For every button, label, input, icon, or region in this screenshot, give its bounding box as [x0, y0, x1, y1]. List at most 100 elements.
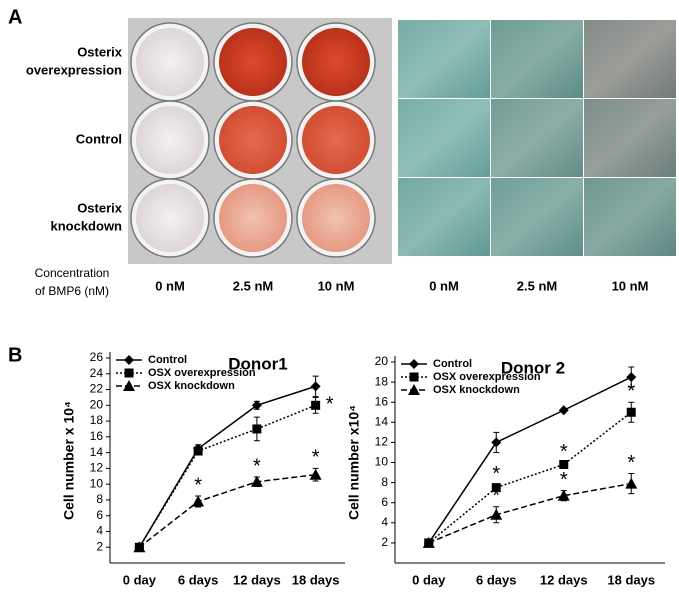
y-tick-label: 2: [381, 535, 388, 549]
micrograph-texture: [398, 20, 490, 98]
y-tick-label: 18: [375, 374, 389, 388]
line: [428, 411, 632, 544]
micrograph-texture: [491, 20, 583, 98]
y-tick-label: 20: [375, 354, 389, 368]
x-tick-label: 18 days: [607, 572, 655, 587]
y-tick-label: 22: [90, 382, 104, 396]
legend-marker: [124, 368, 134, 378]
legend-label: OSX knockdown: [148, 380, 235, 392]
micrograph-texture: [584, 20, 676, 98]
column-label: 0 nM: [429, 278, 459, 293]
y-tick-label: 24: [90, 366, 104, 380]
column-label: 10 nM: [318, 278, 355, 293]
well-stain: [136, 184, 204, 252]
row-label: Osterix: [77, 44, 123, 59]
y-tick-label: 16: [375, 394, 389, 408]
y-axis-label: Cell number x 10⁴: [61, 401, 77, 520]
significance: *: [312, 447, 320, 469]
significance: *: [560, 469, 568, 491]
panel-label: B: [8, 344, 22, 366]
significance: *: [326, 394, 334, 416]
chart-title: Donor1: [228, 354, 288, 373]
marker: [625, 477, 638, 489]
marker: [491, 437, 502, 448]
marker: [559, 460, 569, 470]
marker: [422, 536, 435, 548]
concentration-label: Concentration: [35, 266, 110, 280]
y-tick-label: 8: [381, 475, 388, 489]
y-tick-label: 12: [375, 435, 389, 449]
well-stain: [219, 184, 287, 252]
series: ***: [424, 380, 636, 548]
series: [134, 375, 321, 553]
y-tick-label: 10: [90, 476, 104, 490]
marker: [310, 381, 321, 392]
marker: [193, 446, 203, 456]
y-tick-label: 10: [375, 455, 389, 469]
y-tick-label: 6: [381, 495, 388, 509]
micrograph-texture: [491, 178, 583, 256]
marker: [626, 372, 637, 383]
marker: [557, 489, 570, 501]
y-tick-label: 14: [90, 445, 104, 459]
line: [138, 473, 316, 548]
row-label: overexpression: [26, 62, 122, 77]
x-tick-label: 12 days: [233, 572, 281, 587]
panel-label: A: [8, 6, 22, 28]
marker: [251, 400, 262, 411]
series: ***: [133, 447, 322, 553]
y-tick-label: 2: [96, 539, 103, 553]
legend-label: OSX overexpression: [148, 367, 256, 379]
significance: *: [492, 463, 500, 485]
legend-label: OSX overexpression: [433, 371, 541, 383]
significance: *: [627, 380, 635, 402]
marker: [192, 495, 205, 507]
marker: [626, 407, 636, 417]
x-tick-label: 18 days: [292, 572, 340, 587]
y-axis-label: Cell number x10⁴: [346, 405, 362, 520]
row-label: knockdown: [50, 218, 122, 233]
well-stain: [136, 106, 204, 174]
marker: [252, 424, 262, 434]
marker: [491, 483, 501, 493]
x-tick-label: 0 day: [412, 572, 446, 587]
x-tick-label: 0 day: [123, 572, 157, 587]
concentration-label: of BMP6 (nM): [35, 284, 109, 298]
line: [138, 385, 316, 548]
well-stain: [302, 28, 370, 96]
y-tick-label: 26: [90, 350, 104, 364]
line: [138, 404, 316, 548]
legend-label: Control: [148, 354, 187, 366]
marker: [490, 508, 503, 520]
micrograph-texture: [584, 99, 676, 177]
significance: *: [492, 485, 500, 507]
y-tick-label: 4: [96, 524, 103, 538]
micrograph-texture: [398, 178, 490, 256]
legend-marker: [409, 359, 419, 369]
marker: [309, 468, 322, 480]
significance: *: [627, 452, 635, 474]
micrograph-texture: [584, 178, 676, 256]
micrograph-texture: [398, 99, 490, 177]
significance: *: [560, 441, 568, 463]
legend-label: Control: [433, 358, 472, 370]
legend-marker: [124, 355, 134, 365]
well-stain: [302, 184, 370, 252]
column-label: 2.5 nM: [517, 278, 557, 293]
legend-marker: [409, 372, 419, 382]
series: ***: [422, 452, 638, 548]
line: [428, 376, 632, 544]
marker: [133, 541, 146, 553]
well-stain: [136, 28, 204, 96]
row-label: Osterix: [77, 200, 123, 215]
y-tick-label: 8: [96, 492, 103, 506]
marker: [558, 405, 569, 416]
y-tick-label: 14: [375, 414, 389, 428]
well-stain: [219, 106, 287, 174]
x-tick-label: 6 days: [178, 572, 218, 587]
marker: [311, 400, 321, 410]
column-label: 10 nM: [612, 278, 649, 293]
y-tick-label: 12: [90, 461, 104, 475]
marker: [250, 475, 263, 487]
